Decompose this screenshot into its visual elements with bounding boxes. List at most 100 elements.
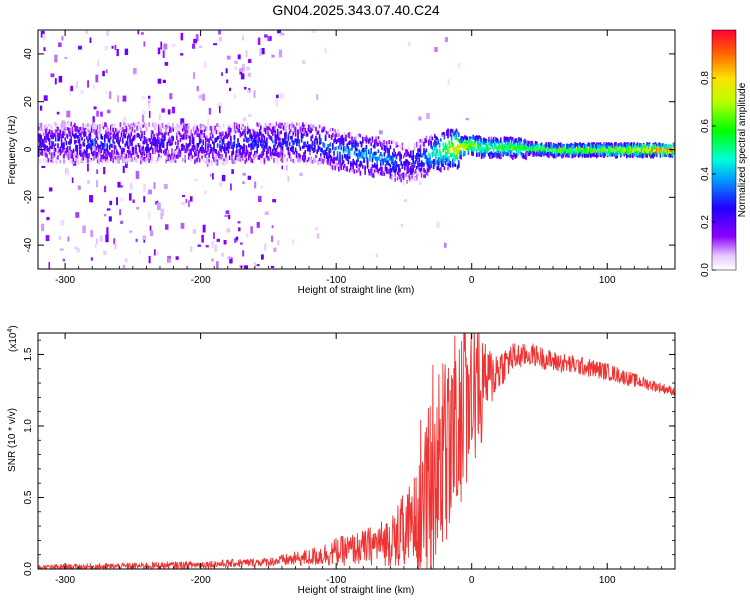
ridge-cell [156, 138, 159, 143]
ridge-cell [233, 135, 236, 140]
noise-cell [116, 49, 119, 57]
noise-cell [247, 114, 252, 117]
ridge-cell [316, 149, 318, 154]
ridge-cell [342, 142, 345, 147]
ridge-cell [558, 149, 561, 154]
ridge-cell [204, 148, 207, 153]
ridge-cell [177, 144, 179, 149]
ridge-cell [70, 136, 72, 141]
ridge-cell [507, 145, 509, 151]
ridge-cell [455, 148, 458, 153]
ridge-cell [312, 124, 315, 129]
ridge-cell [488, 142, 490, 146]
ridge-cell [148, 150, 150, 154]
ridge-cell [347, 132, 350, 138]
noise-cell [229, 257, 233, 264]
ridge-cell [122, 140, 124, 144]
ridge-cell [53, 151, 56, 156]
noise-cell [117, 181, 121, 188]
ridge-cell [458, 132, 460, 138]
ridge-cell [190, 151, 192, 157]
ridge-cell [510, 142, 513, 147]
ridge-cell [281, 138, 284, 143]
noise-cell [241, 35, 244, 41]
ridge-cell [591, 144, 593, 149]
ridge-cell [452, 160, 454, 165]
ridge-cell [179, 138, 182, 143]
ridge-cell [260, 139, 262, 145]
noise-cell [211, 258, 214, 262]
ridge-cell [377, 156, 380, 161]
ridge-cell [402, 155, 405, 159]
ridge-cell [132, 122, 135, 126]
ridge-cell [365, 155, 368, 160]
ridge-cell [453, 150, 455, 154]
noise-cell [54, 143, 57, 146]
ridge-cell [141, 155, 143, 159]
noise-cell [229, 87, 232, 92]
ridge-cell [454, 163, 456, 168]
ridge-cell [72, 126, 75, 131]
ridge-cell [498, 151, 501, 156]
ridge-cell [490, 155, 492, 160]
ridge-cell [411, 167, 413, 172]
noise-cell [447, 78, 450, 86]
ridge-cell [332, 128, 334, 132]
ridge-cell [482, 140, 484, 145]
ridge-cell [348, 131, 351, 137]
ridge-cell [317, 130, 320, 134]
ridge-cell [48, 145, 51, 151]
ridge-cell [101, 121, 104, 127]
ridge-cell [468, 145, 471, 149]
ridge-cell [47, 123, 50, 127]
noise-cell [75, 81, 78, 89]
ridge-cell [287, 146, 290, 152]
noise-cell [280, 93, 284, 99]
ridge-cell [437, 158, 440, 163]
ridge-cell [40, 151, 42, 156]
ridge-cell [581, 152, 584, 158]
ridge-cell [332, 158, 334, 164]
ridge-cell [194, 151, 196, 156]
ridge-cell [195, 150, 197, 154]
ridge-cell [112, 133, 114, 139]
ridge-cell [98, 144, 100, 150]
ridge-cell [300, 155, 303, 161]
ridge-cell [129, 135, 131, 140]
noise-cell [108, 91, 112, 99]
ridge-cell [282, 125, 285, 131]
ridge-cell [412, 154, 414, 158]
ridge-cell [293, 151, 296, 155]
ridge-cell [191, 147, 194, 151]
ridge-cell [381, 171, 383, 176]
noise-cell [204, 190, 207, 195]
ridge-cell [164, 135, 166, 141]
ridge-cell [213, 142, 215, 146]
ridge-cell [249, 134, 251, 139]
ridge-cell [650, 147, 652, 151]
spectrogram-xlabel: Height of straight line (km) [298, 285, 415, 296]
noise-cell [234, 66, 238, 70]
ridge-cell [591, 153, 593, 157]
ridge-cell [249, 129, 251, 134]
ridge-cell [407, 151, 410, 157]
ridge-cell [334, 146, 336, 151]
ridge-cell [213, 128, 215, 134]
ridge-cell [275, 151, 278, 157]
noise-cell [90, 230, 94, 238]
ridge-cell [323, 126, 326, 132]
noise-cell [116, 197, 118, 206]
ridge-cell [354, 151, 357, 157]
ridge-cell [501, 147, 503, 152]
noise-cell [106, 208, 111, 211]
ridge-cell [200, 139, 202, 144]
ridge-cell [444, 151, 447, 156]
ridge-cell [173, 155, 176, 160]
ridge-cell [636, 152, 639, 156]
ridge-cell [438, 161, 441, 166]
ridge-cell [375, 140, 377, 145]
ridge-cell [236, 149, 238, 153]
ridge-cell [68, 141, 70, 145]
ridge-cell [389, 155, 392, 161]
ridge-cell [83, 128, 86, 132]
